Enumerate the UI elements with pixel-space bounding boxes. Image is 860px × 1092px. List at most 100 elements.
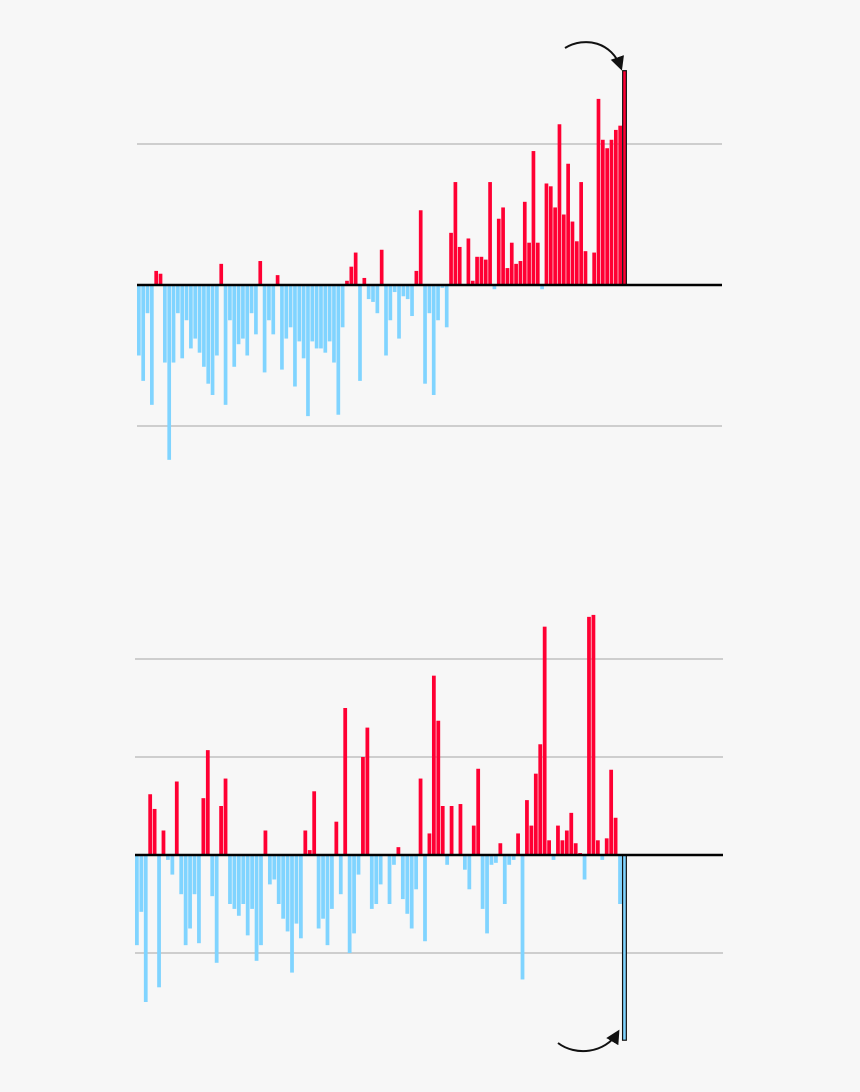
bar bbox=[332, 285, 336, 363]
bar bbox=[201, 798, 206, 855]
bar bbox=[343, 708, 348, 855]
bar bbox=[516, 833, 520, 855]
bar bbox=[137, 285, 141, 356]
annotation-arrow bbox=[564, 41, 624, 71]
bar bbox=[223, 778, 228, 855]
bar bbox=[467, 855, 472, 890]
bar bbox=[579, 182, 583, 285]
bar bbox=[542, 626, 547, 855]
bar bbox=[489, 855, 494, 865]
bar bbox=[188, 855, 192, 929]
bar bbox=[405, 285, 410, 300]
bar bbox=[193, 285, 198, 339]
bar bbox=[294, 855, 299, 924]
bar bbox=[605, 148, 610, 285]
bar bbox=[189, 285, 193, 349]
bar bbox=[427, 833, 432, 855]
bar bbox=[365, 727, 370, 855]
bar bbox=[276, 855, 281, 904]
bar bbox=[161, 830, 166, 855]
bar bbox=[299, 855, 303, 939]
bar bbox=[352, 855, 356, 934]
bar bbox=[375, 285, 380, 314]
bar bbox=[290, 855, 294, 973]
bar bbox=[400, 855, 405, 900]
bar bbox=[167, 285, 172, 460]
bar bbox=[366, 285, 371, 300]
bar bbox=[374, 855, 379, 904]
bar bbox=[358, 285, 362, 381]
bar bbox=[494, 855, 498, 863]
bar bbox=[254, 855, 259, 961]
bar bbox=[316, 855, 321, 929]
bar bbox=[192, 855, 197, 895]
bar bbox=[531, 151, 536, 285]
bar bbox=[184, 285, 189, 321]
bar bbox=[170, 855, 175, 875]
bar bbox=[236, 285, 241, 345]
bar bbox=[334, 821, 339, 855]
bar bbox=[378, 855, 383, 885]
bar bbox=[166, 855, 170, 860]
bar bbox=[249, 285, 254, 314]
bar bbox=[325, 855, 330, 946]
bar bbox=[214, 855, 219, 963]
bar bbox=[314, 285, 319, 349]
bar bbox=[150, 285, 154, 405]
bar bbox=[297, 285, 302, 342]
bar bbox=[236, 855, 241, 916]
bar bbox=[232, 285, 237, 367]
bar bbox=[583, 251, 588, 285]
bar bbox=[384, 285, 388, 356]
bar bbox=[574, 241, 579, 285]
bar bbox=[392, 285, 397, 293]
bar bbox=[310, 285, 315, 342]
bar bbox=[509, 242, 514, 285]
bar bbox=[347, 855, 352, 953]
bar bbox=[281, 855, 286, 919]
bar bbox=[197, 855, 201, 944]
annotation-arrow bbox=[557, 1029, 620, 1053]
bar bbox=[180, 285, 185, 359]
bar bbox=[267, 855, 272, 885]
bar bbox=[527, 242, 531, 285]
bar bbox=[600, 139, 605, 285]
bar bbox=[587, 616, 591, 855]
bar bbox=[547, 840, 551, 855]
bar bbox=[476, 768, 481, 855]
bar bbox=[262, 285, 267, 373]
bar bbox=[582, 855, 587, 880]
bar bbox=[492, 285, 497, 290]
bar bbox=[553, 207, 557, 285]
bar bbox=[405, 855, 410, 914]
bar bbox=[210, 855, 215, 897]
bar bbox=[418, 778, 423, 855]
bar bbox=[557, 124, 562, 285]
bar bbox=[463, 855, 467, 870]
bar bbox=[560, 840, 565, 855]
bar bbox=[336, 285, 341, 415]
bar bbox=[401, 285, 406, 297]
bar bbox=[176, 285, 180, 314]
bar bbox=[514, 263, 518, 285]
bar bbox=[362, 277, 367, 285]
bar bbox=[206, 285, 211, 384]
bar bbox=[548, 186, 553, 285]
bar bbox=[145, 285, 150, 314]
bar bbox=[445, 855, 450, 865]
bar bbox=[219, 263, 224, 285]
bar bbox=[529, 825, 534, 855]
bar bbox=[618, 855, 622, 904]
bar bbox=[250, 855, 255, 909]
bar bbox=[410, 285, 414, 317]
bar bbox=[303, 830, 308, 855]
bar bbox=[228, 285, 232, 321]
bar bbox=[485, 855, 489, 934]
bar bbox=[570, 221, 575, 285]
bar bbox=[496, 218, 501, 285]
bar bbox=[591, 614, 596, 855]
bar bbox=[449, 806, 454, 855]
bar bbox=[202, 285, 206, 367]
